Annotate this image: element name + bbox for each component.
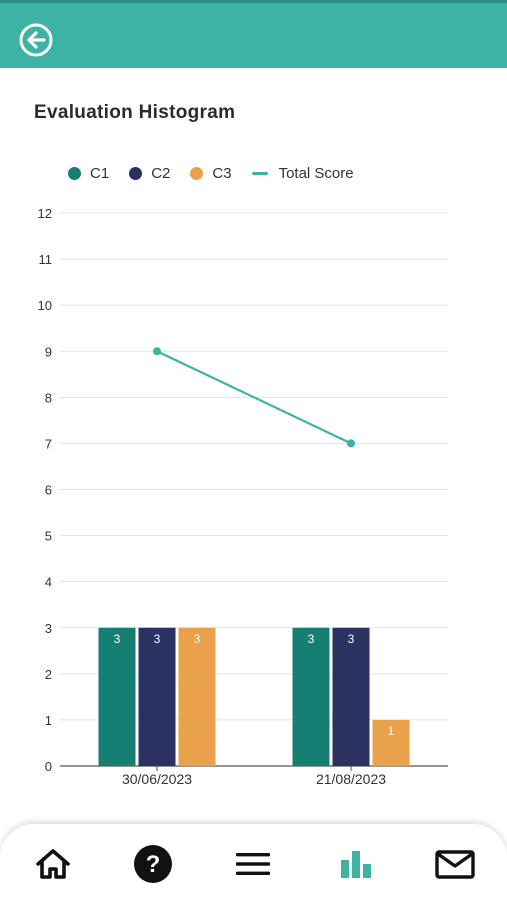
bar-value-label: 3	[194, 632, 201, 646]
bar-c2	[332, 627, 370, 766]
y-tick-label: 1	[45, 713, 52, 728]
nav-chart-button[interactable]	[333, 842, 377, 886]
y-tick-label: 0	[45, 759, 52, 774]
bar-value-label: 3	[308, 632, 315, 646]
bar-value-label: 3	[114, 632, 121, 646]
legend-marker-total-score	[251, 171, 268, 175]
y-tick-label: 10	[38, 298, 52, 313]
y-tick-label: 6	[45, 483, 52, 498]
back-arrow-icon	[19, 23, 53, 57]
nav-help-button[interactable]: ?	[131, 842, 175, 886]
bar-c3	[372, 719, 410, 766]
back-button[interactable]	[16, 20, 56, 60]
nav-mail-button[interactable]	[433, 842, 477, 886]
legend-label-c2: C2	[151, 164, 171, 182]
legend-label-c3: C3	[212, 164, 232, 182]
bar-c1	[98, 627, 136, 766]
bar-c1	[292, 627, 330, 766]
header-bar	[0, 0, 507, 68]
bar-c2	[138, 627, 176, 766]
page-title: Evaluation Histogram	[34, 102, 236, 123]
chart-legend: C1 C2 C3 Total Score	[68, 162, 374, 184]
y-tick-label: 11	[39, 252, 53, 267]
legend-item-c2[interactable]: C2	[129, 165, 170, 182]
nav-menu-button[interactable]	[231, 842, 275, 886]
legend-item-total-score[interactable]: Total Score	[251, 164, 354, 182]
legend-item-c3[interactable]: C3	[190, 164, 232, 182]
nav-home-button[interactable]	[31, 842, 75, 886]
bar-value-label: 3	[348, 632, 355, 646]
mail-icon	[435, 850, 475, 879]
y-tick-label: 4	[45, 575, 52, 590]
bottom-navigation: ?	[0, 824, 507, 900]
legend-marker-c1	[68, 166, 81, 180]
home-icon	[36, 849, 70, 879]
y-tick-label: 9	[45, 344, 52, 359]
y-tick-label: 7	[45, 436, 52, 451]
bar-value-label: 3	[154, 632, 161, 646]
menu-icon	[236, 853, 270, 875]
legend-label-c1: C1	[90, 164, 110, 182]
y-tick-label: 5	[45, 529, 52, 544]
legend-label-total-score: Total Score	[278, 164, 354, 182]
help-icon: ?	[134, 845, 172, 883]
total-score-line	[156, 350, 352, 445]
x-tick-label: 21/08/2023	[316, 771, 386, 787]
y-tick-label: 2	[45, 667, 52, 682]
legend-marker-c3	[190, 166, 204, 180]
y-tick-label: 3	[45, 621, 52, 636]
total-score-point	[347, 439, 355, 448]
bar-c3	[178, 627, 216, 766]
chart-icon	[341, 851, 371, 878]
x-tick-label: 30/06/2023	[122, 771, 192, 787]
total-score-point	[153, 347, 161, 356]
y-tick-label: 12	[38, 206, 52, 221]
legend-marker-c2	[129, 166, 143, 180]
bar-value-label: 1	[388, 724, 395, 738]
legend-item-c1[interactable]: C1	[68, 165, 109, 182]
y-tick-label: 8	[45, 390, 52, 405]
svg-text:?: ?	[146, 851, 161, 878]
